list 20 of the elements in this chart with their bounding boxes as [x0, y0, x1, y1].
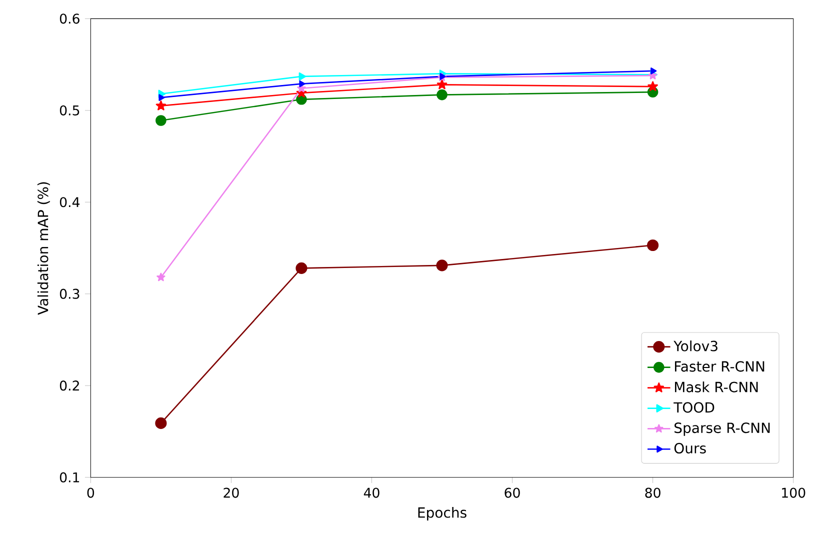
- y-tick-label: 0.3: [60, 288, 80, 299]
- y-tick-label: 0.6: [60, 14, 80, 24]
- legend-label: Faster R-CNN: [674, 361, 764, 372]
- legend-label: TOOD: [674, 402, 714, 413]
- legend-label: Mask R-CNN: [674, 382, 758, 392]
- x-tick-label: 20: [224, 488, 239, 498]
- legend-label: Ours: [674, 442, 706, 454]
- y-tick-label: 0.1: [60, 472, 80, 482]
- x-tick-label: 60: [504, 488, 520, 498]
- x-tick-label: 0: [87, 488, 94, 498]
- y-tick-label: 0.5: [60, 105, 80, 116]
- y-axis-title: Validation mAP (%): [37, 182, 50, 315]
- x-tick-label: 40: [364, 488, 380, 498]
- legend-label: Yolov3: [674, 340, 718, 352]
- x-axis-title: Epochs: [418, 506, 466, 521]
- y-tick-label: 0.2: [60, 380, 79, 391]
- legend-label: Sparse R-CNN: [674, 422, 770, 436]
- x-tick-label: 100: [782, 488, 806, 498]
- x-tick-label: 80: [645, 488, 660, 498]
- y-tick-label: 0.4: [60, 197, 80, 208]
